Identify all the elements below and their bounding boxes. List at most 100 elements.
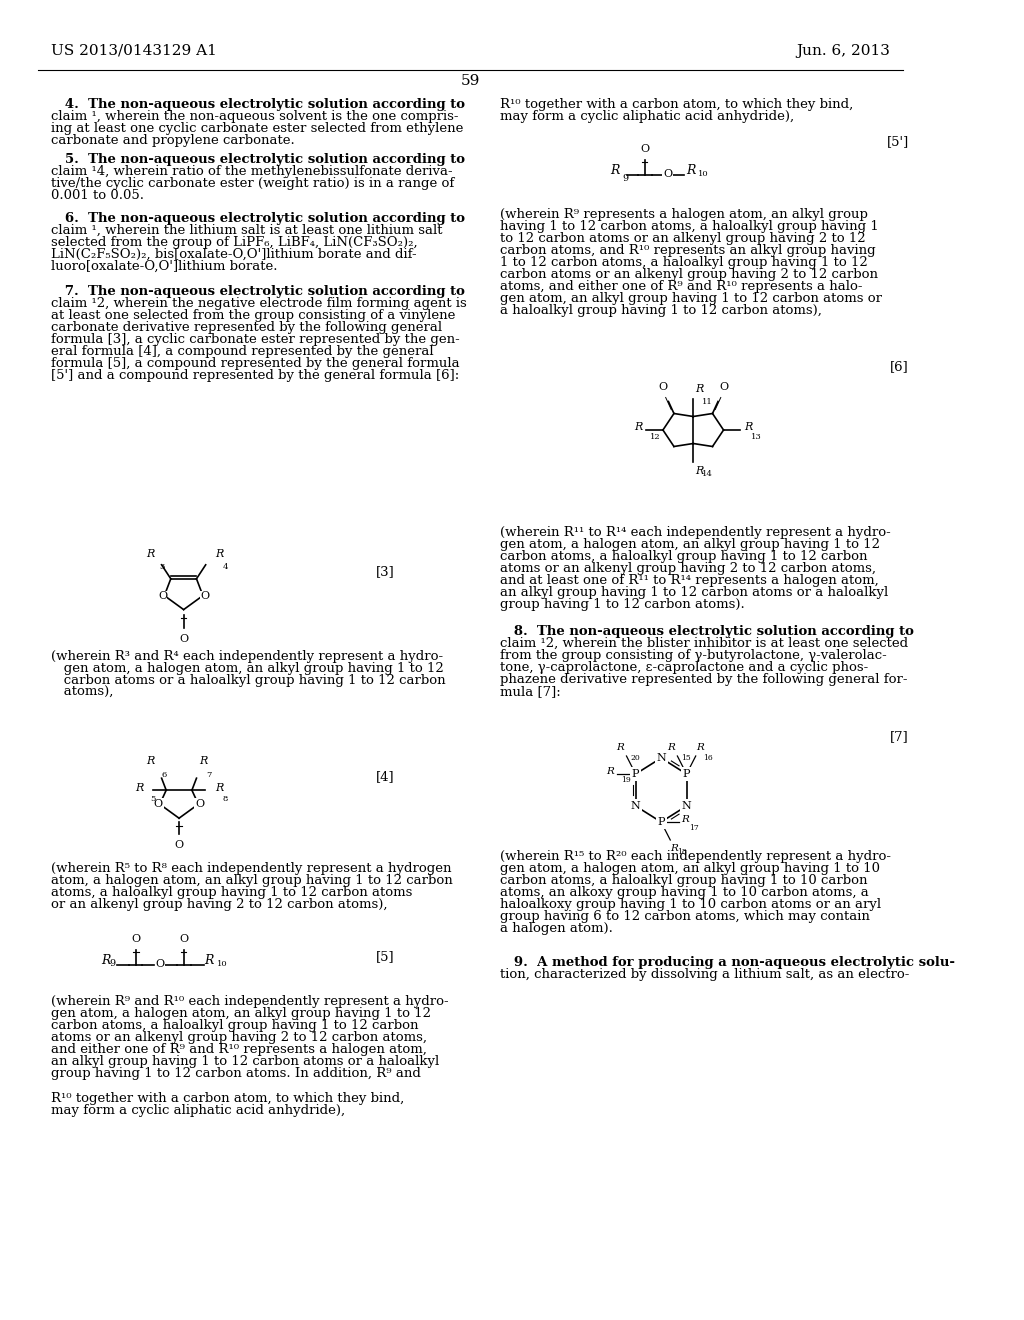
- Text: claim ¹, wherein the non-aqueous solvent is the one compris-: claim ¹, wherein the non-aqueous solvent…: [50, 110, 458, 123]
- Text: 20: 20: [630, 754, 640, 762]
- Text: (wherein R⁹ and R¹⁰ each independently represent a hydro-: (wherein R⁹ and R¹⁰ each independently r…: [50, 995, 449, 1008]
- Text: group having 1 to 12 carbon atoms).: group having 1 to 12 carbon atoms).: [501, 598, 745, 611]
- Text: O: O: [179, 634, 188, 644]
- Text: (wherein R³ and R⁴ each independently represent a hydro-: (wherein R³ and R⁴ each independently re…: [50, 649, 442, 663]
- Text: R: R: [695, 743, 703, 752]
- Text: group having 1 to 12 carbon atoms. In addition, R⁹ and: group having 1 to 12 carbon atoms. In ad…: [50, 1067, 421, 1080]
- Text: 12: 12: [650, 433, 660, 441]
- Text: R: R: [101, 953, 111, 966]
- Text: and either one of R⁹ and R¹⁰ represents a halogen atom,: and either one of R⁹ and R¹⁰ represents …: [50, 1043, 426, 1056]
- Text: O: O: [154, 799, 163, 809]
- Text: mula [7]:: mula [7]:: [501, 685, 561, 698]
- Text: carbonate and propylene carbonate.: carbonate and propylene carbonate.: [50, 135, 294, 147]
- Text: from the group consisting of γ-butyrolactone, γ-valerolac-: from the group consisting of γ-butyrolac…: [501, 649, 887, 663]
- Text: [4]: [4]: [376, 770, 395, 783]
- Text: (wherein R¹⁵ to R²⁰ each independently represent a hydro-: (wherein R¹⁵ to R²⁰ each independently r…: [501, 850, 892, 863]
- Text: haloalkoxy group having 1 to 10 carbon atoms or an aryl: haloalkoxy group having 1 to 10 carbon a…: [501, 898, 882, 911]
- Text: 9: 9: [623, 174, 629, 183]
- Text: 19: 19: [621, 776, 631, 784]
- Text: 59: 59: [461, 74, 480, 88]
- Text: ing at least one cyclic carbonate ester selected from ethylene: ing at least one cyclic carbonate ester …: [50, 121, 463, 135]
- Text: an alkyl group having 1 to 12 carbon atoms or a haloalkyl: an alkyl group having 1 to 12 carbon ato…: [501, 586, 889, 599]
- Text: carbon atoms or an alkenyl group having 2 to 12 carbon: carbon atoms or an alkenyl group having …: [501, 268, 879, 281]
- Text: R¹⁰ together with a carbon atom, to which they bind,: R¹⁰ together with a carbon atom, to whic…: [50, 1092, 403, 1105]
- Text: [5']: [5']: [887, 135, 909, 148]
- Text: tive/the cyclic carbonate ester (weight ratio) is in a range of: tive/the cyclic carbonate ester (weight …: [50, 177, 454, 190]
- Text: O: O: [174, 841, 183, 850]
- Text: 9: 9: [110, 960, 116, 969]
- Text: 18: 18: [678, 847, 687, 855]
- Text: (wherein R⁹ represents a halogen atom, an alkyl group: (wherein R⁹ represents a halogen atom, a…: [501, 209, 868, 220]
- Text: a haloalkyl group having 1 to 12 carbon atoms),: a haloalkyl group having 1 to 12 carbon …: [501, 304, 822, 317]
- Text: LiN(C₂F₅SO₂)₂, bis[oxalate-O,O']lithium borate and dif-: LiN(C₂F₅SO₂)₂, bis[oxalate-O,O']lithium …: [50, 248, 416, 261]
- Text: P: P: [657, 817, 665, 828]
- Text: N: N: [656, 752, 666, 763]
- Text: having 1 to 12 carbon atoms, a haloalkyl group having 1: having 1 to 12 carbon atoms, a haloalkyl…: [501, 220, 880, 234]
- Text: atoms, an alkoxy group having 1 to 10 carbon atoms, a: atoms, an alkoxy group having 1 to 10 ca…: [501, 886, 869, 899]
- Text: R: R: [205, 953, 214, 966]
- Text: at least one selected from the group consisting of a vinylene: at least one selected from the group con…: [50, 309, 455, 322]
- Text: R: R: [215, 549, 223, 558]
- Text: 4: 4: [222, 562, 227, 570]
- Text: may form a cyclic aliphatic acid anhydride),: may form a cyclic aliphatic acid anhydri…: [50, 1104, 345, 1117]
- Text: gen atom, a halogen atom, an alkyl group having 1 to 12: gen atom, a halogen atom, an alkyl group…: [50, 663, 443, 675]
- Text: O: O: [158, 590, 167, 601]
- Text: 13: 13: [751, 433, 762, 441]
- Text: R: R: [695, 466, 703, 475]
- Text: US 2013/0143129 A1: US 2013/0143129 A1: [50, 44, 216, 58]
- Text: tone, γ-caprolactone, ε-caprolactone and a cyclic phos-: tone, γ-caprolactone, ε-caprolactone and…: [501, 661, 868, 675]
- Text: O: O: [201, 590, 209, 601]
- Text: or an alkenyl group having 2 to 12 carbon atoms),: or an alkenyl group having 2 to 12 carbo…: [50, 898, 387, 911]
- Text: R: R: [743, 422, 752, 432]
- Text: R: R: [145, 549, 155, 558]
- Text: 8.  The non-aqueous electrolytic solution according to: 8. The non-aqueous electrolytic solution…: [501, 624, 914, 638]
- Text: O: O: [640, 144, 649, 154]
- Text: carbon atoms, a haloalkyl group having 1 to 12 carbon: carbon atoms, a haloalkyl group having 1…: [501, 550, 868, 564]
- Text: claim ¹, wherein the lithium salt is at least one lithium salt: claim ¹, wherein the lithium salt is at …: [50, 224, 442, 238]
- Text: carbon atoms, a haloalkyl group having 1 to 12 carbon: carbon atoms, a haloalkyl group having 1…: [50, 1019, 418, 1032]
- Text: claim ¹4, wherein ratio of the methylenebissulfonate deriva-: claim ¹4, wherein ratio of the methylene…: [50, 165, 453, 178]
- Text: gen atom, a halogen atom, an alkyl group having 1 to 10: gen atom, a halogen atom, an alkyl group…: [501, 862, 881, 875]
- Text: R: R: [695, 384, 703, 395]
- Text: R: R: [215, 783, 223, 793]
- Text: 11: 11: [702, 399, 713, 407]
- Text: luoro[oxalate-O,O']lithium borate.: luoro[oxalate-O,O']lithium borate.: [50, 260, 278, 273]
- Text: O: O: [719, 381, 728, 392]
- Text: [3]: [3]: [376, 565, 395, 578]
- Text: eral formula [4], a compound represented by the general: eral formula [4], a compound represented…: [50, 345, 433, 358]
- Text: R: R: [667, 743, 675, 752]
- Text: R: R: [200, 756, 208, 766]
- Text: an alkyl group having 1 to 12 carbon atoms or a haloalkyl: an alkyl group having 1 to 12 carbon ato…: [50, 1055, 438, 1068]
- Text: N: N: [682, 801, 691, 810]
- Text: 9.  A method for producing a non-aqueous electrolytic solu-: 9. A method for producing a non-aqueous …: [501, 956, 955, 969]
- Text: 10: 10: [217, 960, 227, 968]
- Text: carbonate derivative represented by the following general: carbonate derivative represented by the …: [50, 321, 441, 334]
- Text: R: R: [686, 164, 695, 177]
- Text: 16: 16: [703, 754, 713, 762]
- Text: claim ¹2, wherein the negative electrode film forming agent is: claim ¹2, wherein the negative electrode…: [50, 297, 466, 310]
- Text: [7]: [7]: [890, 730, 909, 743]
- Text: [5'] and a compound represented by the general formula [6]:: [5'] and a compound represented by the g…: [50, 370, 459, 381]
- Text: 1 to 12 carbon atoms, a haloalkyl group having 1 to 12: 1 to 12 carbon atoms, a haloalkyl group …: [501, 256, 868, 269]
- Text: O: O: [131, 935, 140, 944]
- Text: R: R: [135, 783, 143, 793]
- Text: atoms, a haloalkyl group having 1 to 12 carbon atoms: atoms, a haloalkyl group having 1 to 12 …: [50, 886, 412, 899]
- Text: 6.  The non-aqueous electrolytic solution according to: 6. The non-aqueous electrolytic solution…: [50, 213, 465, 224]
- Text: R: R: [145, 756, 155, 766]
- Text: atom, a halogen atom, an alkyl group having 1 to 12 carbon: atom, a halogen atom, an alkyl group hav…: [50, 874, 453, 887]
- Text: tion, characterized by dissolving a lithium salt, as an electro-: tion, characterized by dissolving a lith…: [501, 968, 909, 981]
- Text: O: O: [196, 799, 205, 809]
- Text: 3: 3: [160, 562, 165, 570]
- Text: selected from the group of LiPF₆, LiBF₄, LiN(CF₃SO₂)₂,: selected from the group of LiPF₆, LiBF₄,…: [50, 236, 417, 249]
- Text: R: R: [671, 843, 678, 853]
- Text: 5: 5: [151, 795, 156, 803]
- Text: claim ¹2, wherein the blister inhibitor is at least one selected: claim ¹2, wherein the blister inhibitor …: [501, 638, 908, 649]
- Text: a halogen atom).: a halogen atom).: [501, 921, 613, 935]
- Text: gen atom, a halogen atom, an alkyl group having 1 to 12: gen atom, a halogen atom, an alkyl group…: [50, 1007, 430, 1020]
- Text: N: N: [631, 801, 641, 810]
- Text: phazene derivative represented by the following general for-: phazene derivative represented by the fo…: [501, 673, 908, 686]
- Text: R: R: [606, 767, 613, 776]
- Text: 7: 7: [207, 771, 212, 779]
- Text: 4.  The non-aqueous electrolytic solution according to: 4. The non-aqueous electrolytic solution…: [50, 98, 465, 111]
- Text: atoms or an alkenyl group having 2 to 12 carbon atoms,: atoms or an alkenyl group having 2 to 12…: [501, 562, 877, 576]
